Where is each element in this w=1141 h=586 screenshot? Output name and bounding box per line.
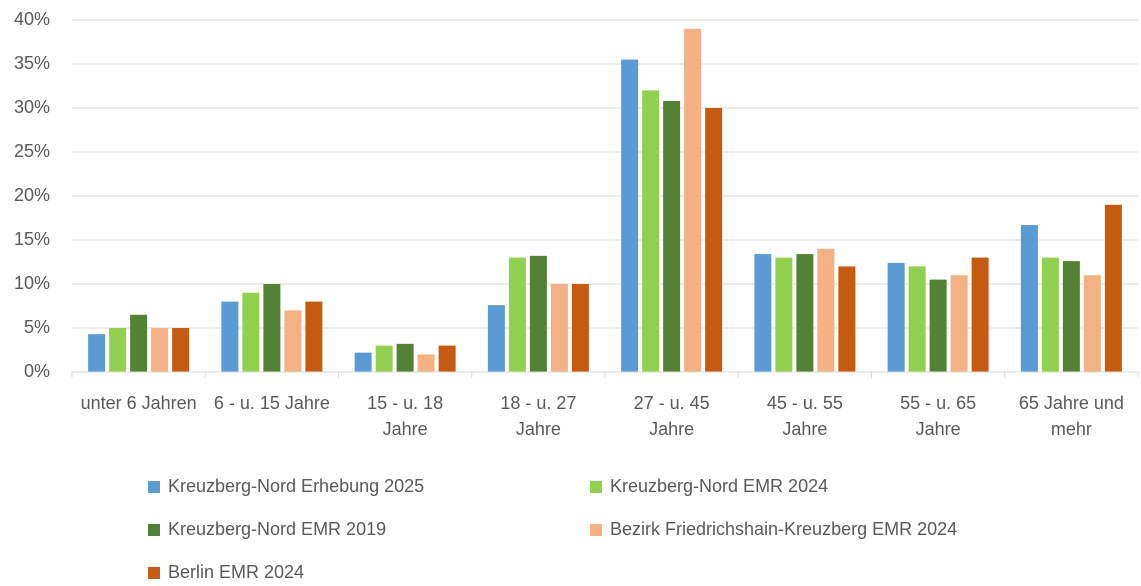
bar xyxy=(417,354,435,372)
bar xyxy=(929,279,947,372)
legend-swatch xyxy=(148,524,160,536)
y-tick-label: 5% xyxy=(24,317,50,337)
x-tick-label: 45 - u. 55 Jahre xyxy=(766,393,843,439)
bar xyxy=(396,343,414,372)
bar xyxy=(887,262,905,372)
legend-swatch xyxy=(590,524,602,536)
bar xyxy=(305,301,323,372)
x-tick-label: 27 - u. 45 Jahre xyxy=(633,393,710,439)
bar xyxy=(754,254,772,372)
bar xyxy=(705,108,723,372)
bar xyxy=(550,284,568,372)
legend-label: Kreuzberg-Nord EMR 2019 xyxy=(168,519,386,539)
bar xyxy=(775,257,793,372)
bar xyxy=(684,28,702,373)
y-tick-label: 35% xyxy=(14,53,50,73)
legend-swatch xyxy=(148,481,160,493)
legend-label: Kreuzberg-Nord Erhebung 2025 xyxy=(168,476,424,496)
legend-swatch xyxy=(590,481,602,493)
y-tick-label: 20% xyxy=(14,185,50,205)
bar xyxy=(571,284,589,372)
bar xyxy=(109,328,127,372)
bar xyxy=(487,305,505,372)
bar xyxy=(88,334,106,372)
x-tick-label: 55 - u. 65 Jahre xyxy=(900,393,977,439)
bar xyxy=(1062,261,1080,372)
bar xyxy=(508,257,526,372)
legend-label: Bezirk Friedrichshain-Kreuzberg EMR 2024 xyxy=(610,519,957,539)
bar xyxy=(284,310,302,372)
bar xyxy=(354,352,372,372)
bar xyxy=(1083,275,1101,372)
bar xyxy=(817,248,835,372)
y-tick-label: 15% xyxy=(14,229,50,249)
bar xyxy=(1041,257,1059,372)
bar xyxy=(375,345,393,372)
bar xyxy=(1020,225,1038,372)
bar xyxy=(172,328,190,372)
legend-label: Kreuzberg-Nord EMR 2024 xyxy=(610,476,828,496)
bar xyxy=(242,292,260,372)
bar xyxy=(950,275,968,372)
y-tick-label: 10% xyxy=(14,273,50,293)
y-tick-label: 0% xyxy=(24,361,50,381)
bar xyxy=(642,90,660,373)
bar xyxy=(796,254,814,372)
x-tick-label: 15 - u. 18 Jahre xyxy=(367,393,444,439)
bar xyxy=(1104,204,1122,372)
x-tick-label: 65 Jahre und mehr xyxy=(1018,393,1124,439)
bar xyxy=(438,345,456,372)
x-tick-label: 6 - u. 15 Jahre xyxy=(213,393,330,413)
bar xyxy=(529,255,547,372)
bar xyxy=(971,257,989,372)
y-tick-label: 40% xyxy=(14,9,50,29)
x-tick-label: unter 6 Jahren xyxy=(80,393,197,413)
y-tick-label: 25% xyxy=(14,141,50,161)
bar xyxy=(130,314,148,372)
bar xyxy=(263,284,281,372)
legend-label: Berlin EMR 2024 xyxy=(168,562,304,582)
bar xyxy=(151,328,169,372)
bar xyxy=(663,100,681,373)
legend-swatch xyxy=(148,567,160,579)
y-tick-label: 30% xyxy=(14,97,50,117)
bar xyxy=(838,266,856,372)
bar xyxy=(621,59,639,372)
bar xyxy=(221,301,239,372)
x-tick-label: 18 - u. 27 Jahre xyxy=(500,393,577,439)
bar xyxy=(908,266,926,372)
